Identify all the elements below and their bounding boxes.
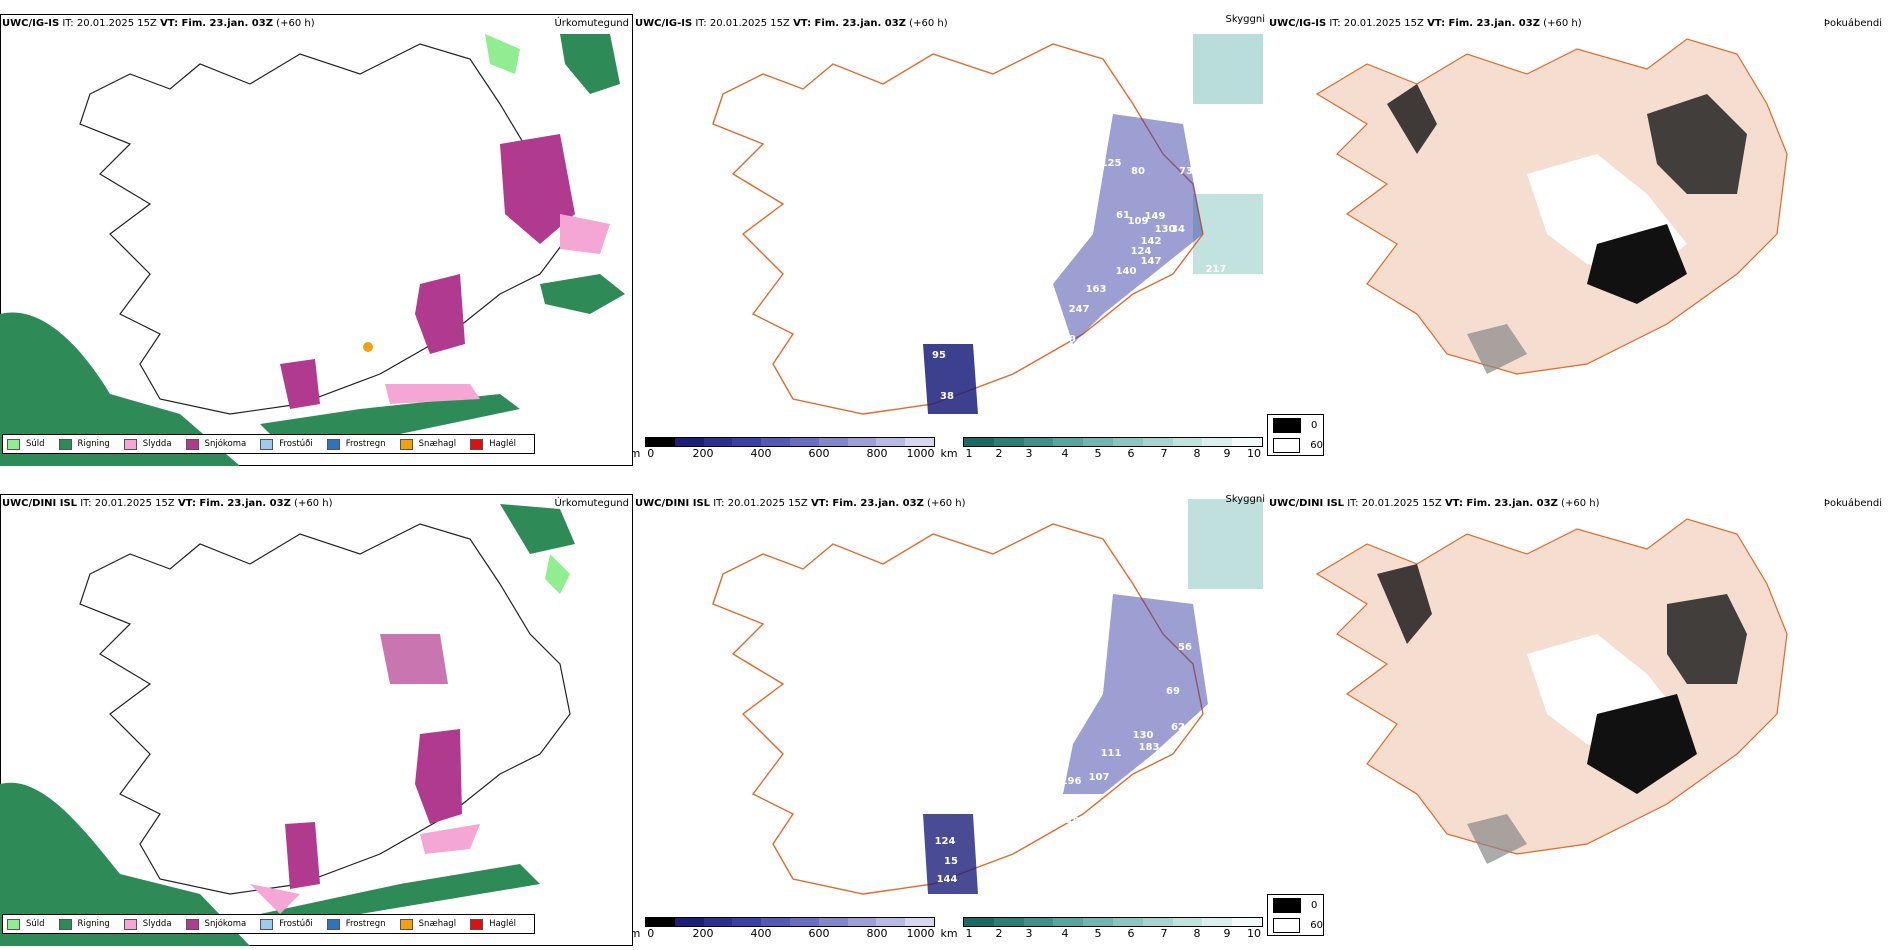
ceiling-label: 107 [1089,772,1110,783]
legend-item: Snæhagl [399,438,456,450]
ceiling-label: 440 [1205,284,1226,295]
legend-item: Frostregn [326,918,386,930]
ceiling-label: 149 [1145,211,1166,222]
precip-type-panel-top: UWC/IG-IS IT: 20.01.2025 15Z VT: Fim. 23… [0,14,633,466]
ceiling-colorbar: m 0 200 400 600 800 1000 [633,917,935,941]
ceiling-label: 130 [1133,730,1154,741]
ceiling-label: 24 [896,722,910,733]
visibility-colorbar: km 1 2 3 4 5 6 7 8 9 10 [940,917,1263,941]
ceiling-label: 140 [1116,266,1137,277]
ceiling-label: 211 [871,260,892,271]
ceiling-label: 34 [1171,224,1185,235]
panel-header: UWC/DINI ISL IT: 20.01.2025 15Z VT: Fim.… [1269,498,1600,509]
ceiling-label: 217 [1206,264,1227,275]
ceiling-label: 73 [1179,166,1193,177]
precip-type-panel-bottom: UWC/DINI ISL IT: 20.01.2025 15Z VT: Fim.… [0,494,633,946]
ceiling-label: 61 [1116,210,1130,221]
panel-header: UWC/IG-IS IT: 20.01.2025 15Z VT: Fim. 23… [2,18,315,29]
fog-key: 0 60 [1267,894,1324,936]
ceiling-label: 124 [1131,246,1152,257]
colorbar-swatches [645,437,935,447]
fog-panel-bottom: UWC/DINI ISL IT: 20.01.2025 15Z VT: Fim.… [1267,494,1900,946]
legend-item: Frostúði [260,918,313,930]
ceiling-label: 130 [1155,224,1176,235]
ceiling-label: 147 [1141,256,1162,267]
fog-map-top [1315,38,1788,375]
panel-title: Þokuábendi [1823,18,1882,29]
ceiling-label: 163 [1128,60,1149,71]
ceiling-label: 144 [937,874,958,885]
ceiling-label: 74 [942,726,956,737]
legend-item: Súld [7,918,45,930]
ceiling-label: 196 [1061,776,1082,787]
precip-legend: Súld Rigning Slydda Snjókoma Frostúði Fr… [2,434,536,454]
ceiling-label: 125 [1101,158,1122,169]
fog-key: 0 60 [1267,414,1324,456]
ceiling-label: 247 [1069,304,1090,315]
ceiling-label: 69 [1166,686,1180,697]
legend-item: Rigning [58,918,110,930]
colorbar-swatches [963,917,1263,927]
ceiling-label: 81 [910,364,924,375]
legend-item: Slydda [123,918,172,930]
legend-item: Rigning [58,438,110,450]
legend-item: Frostregn [326,438,386,450]
panel-title: Þokuábendi [1823,498,1882,509]
panel-title: Skyggni [1225,14,1265,25]
ceiling-label: 95 [932,350,946,361]
ceiling-label: 113 [941,246,962,257]
ceiling-label: 80 [1131,166,1145,177]
ceiling-label: 183 [1139,742,1160,753]
panel-title: Úrkomutegund [554,18,629,29]
legend-item: Haglél [470,438,516,450]
precip-map-top [0,14,633,466]
ceiling-label: 159 [877,744,898,755]
panel-header: UWC/IG-IS IT: 20.01.2025 15Z VT: Fim. 23… [635,18,948,29]
colorbar-swatches [963,437,1263,447]
ceiling-labels: 163 73 125 80 149 109 61 142 130 34 124 … [871,60,1227,402]
precip-map-bottom [0,494,633,946]
ceiling-label: 109 [1128,216,1149,227]
ceiling-label: 89 [1062,334,1076,345]
ceiling-label: 37 [1138,572,1152,583]
ceiling-label: 142 [1141,236,1162,247]
panel-title: Úrkomutegund [554,498,629,509]
ceiling-panel-top: 163 73 125 80 149 109 61 142 130 34 124 … [633,14,1267,466]
fog-panel-top: UWC/IG-IS IT: 20.01.2025 15Z VT: Fim. 23… [1267,14,1900,466]
ceiling-map-top: 163 73 125 80 149 109 61 142 130 34 124 … [712,34,1263,415]
ceiling-label: 56 [1178,642,1192,653]
ceiling-label: 124 [935,836,956,847]
panel-header: UWC/DINI ISL IT: 20.01.2025 15Z VT: Fim.… [2,498,333,509]
rain-area [0,312,240,466]
ceiling-label: 163 [1086,284,1107,295]
panel-title: Skyggni [1225,494,1265,505]
visibility-colorbar: km 1 2 3 4 5 6 7 8 9 10 [940,437,1263,461]
panel-header: UWC/DINI ISL IT: 20.01.2025 15Z VT: Fim.… [635,498,966,509]
legend-item: Snjókoma [185,918,246,930]
legend-item: Súld [7,438,45,450]
legend-item: Haglél [470,918,516,930]
legend-item: Snæhagl [399,918,456,930]
ceiling-label: 248 [1128,538,1149,549]
colorbar-swatches [645,917,935,927]
legend-item: Snjókoma [185,438,246,450]
panel-header: UWC/IG-IS IT: 20.01.2025 15Z VT: Fim. 23… [1269,18,1582,29]
ceiling-label: 42 [1016,742,1030,753]
fog-map-bottom [1315,518,1788,864]
ceiling-panel-bottom: 248 37 56 69 130 111 183 62 196 107 248 … [633,494,1267,946]
ceiling-label: 15 [944,856,958,867]
ceiling-label: 40 [892,244,906,255]
precip-legend: Súld Rigning Slydda Snjókoma Frostúði Fr… [2,914,536,934]
ceiling-label: 111 [1101,748,1122,759]
ceiling-map-bottom: 248 37 56 69 130 111 183 62 196 107 248 … [712,499,1263,895]
ceiling-labels: 248 37 56 69 130 111 183 62 196 107 248 … [877,538,1192,885]
legend-item: Slydda [123,438,172,450]
iceland-outline [79,43,571,415]
ceiling-label: 248 [1059,816,1080,827]
ceiling-label: 38 [940,391,954,402]
ceiling-label: 62 [1171,722,1185,733]
ceiling-colorbar: m 0 200 400 600 800 1000 [633,437,935,461]
legend-item: Frostúði [260,438,313,450]
